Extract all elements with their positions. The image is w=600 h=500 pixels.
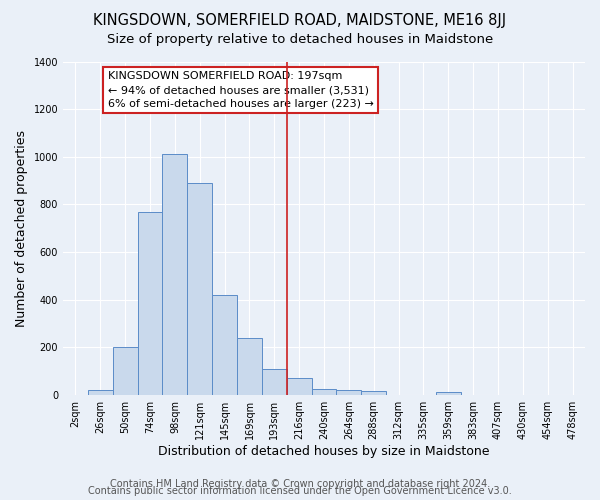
- Bar: [237, 338, 262, 395]
- Bar: [113, 347, 137, 395]
- Bar: [337, 390, 361, 395]
- Text: Contains HM Land Registry data © Crown copyright and database right 2024.: Contains HM Land Registry data © Crown c…: [110, 479, 490, 489]
- Bar: [311, 389, 337, 395]
- Y-axis label: Number of detached properties: Number of detached properties: [15, 130, 28, 326]
- Bar: [262, 368, 287, 395]
- Bar: [287, 378, 311, 395]
- Bar: [88, 390, 113, 395]
- Bar: [436, 392, 461, 395]
- Bar: [361, 392, 386, 395]
- Bar: [163, 154, 187, 395]
- Text: KINGSDOWN, SOMERFIELD ROAD, MAIDSTONE, ME16 8JJ: KINGSDOWN, SOMERFIELD ROAD, MAIDSTONE, M…: [94, 12, 506, 28]
- Bar: [137, 212, 163, 395]
- Bar: [212, 295, 237, 395]
- Text: Size of property relative to detached houses in Maidstone: Size of property relative to detached ho…: [107, 32, 493, 46]
- Text: KINGSDOWN SOMERFIELD ROAD: 197sqm
← 94% of detached houses are smaller (3,531)
6: KINGSDOWN SOMERFIELD ROAD: 197sqm ← 94% …: [108, 71, 374, 109]
- Text: Contains public sector information licensed under the Open Government Licence v3: Contains public sector information licen…: [88, 486, 512, 496]
- Bar: [187, 183, 212, 395]
- X-axis label: Distribution of detached houses by size in Maidstone: Distribution of detached houses by size …: [158, 444, 490, 458]
